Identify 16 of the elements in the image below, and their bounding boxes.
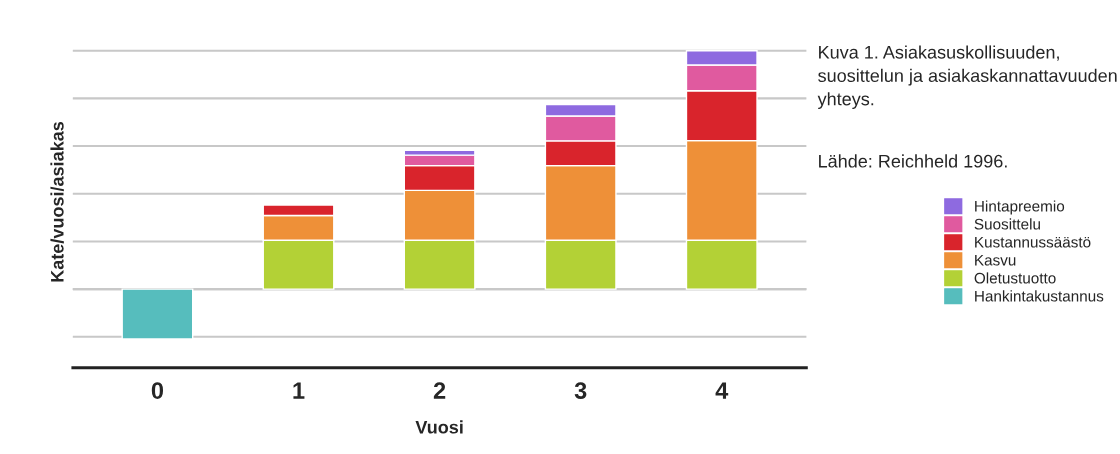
y-axis-title: Kate/vuosi/asiakas [50, 121, 64, 282]
legend-label: Hintapreemio [975, 200, 1065, 215]
legend-label: Hankintakustannus [975, 290, 1104, 302]
legend-label: Oletustuotto [974, 272, 1056, 284]
x-tick-label: 0 [151, 382, 164, 399]
x-tick-label: 3 [574, 382, 587, 400]
legend-label: Kasvu [975, 254, 1016, 266]
text: Kuva 1. Asiakasuskollisuuden, suosittelun ja asiakaskannattavuuden yhteys. [817, 45, 1117, 109]
x-tick-label: 4 [715, 382, 729, 399]
bar [121, 288, 194, 340]
legend-label: Kustannussäästö [975, 236, 1091, 248]
x-tick-label: 1 [293, 382, 305, 399]
text: Lähde: Reichheld 1996. [819, 154, 1007, 168]
x-tick-label: 2 [433, 382, 446, 399]
legend-label: Suosittelu [974, 218, 1040, 230]
x-axis-title: Vuosi [415, 420, 463, 434]
